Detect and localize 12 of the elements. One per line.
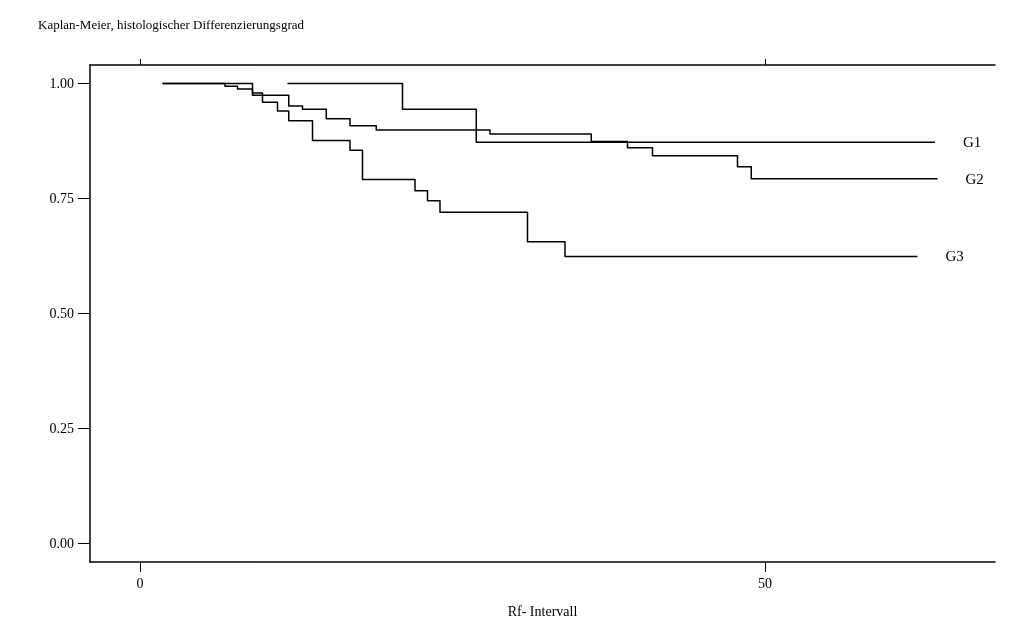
chart-title: Kaplan-Meier, histologischer Differenzierungsgrad bbox=[38, 17, 305, 32]
x-tick-label: 50 bbox=[758, 575, 772, 591]
series-label: G2 bbox=[965, 170, 984, 187]
series-label: G1 bbox=[963, 134, 982, 151]
y-tick-label: 0.75 bbox=[49, 190, 74, 206]
x-tick-label: 0 bbox=[136, 575, 144, 591]
y-tick-label: 0.25 bbox=[49, 421, 74, 437]
series-label: G3 bbox=[945, 248, 964, 265]
y-tick-label: 1.00 bbox=[49, 75, 74, 91]
y-tick-label: 0.50 bbox=[49, 306, 74, 321]
x-axis-title: Rf- Intervall bbox=[507, 603, 578, 619]
y-tick-label: 0.00 bbox=[49, 536, 74, 552]
